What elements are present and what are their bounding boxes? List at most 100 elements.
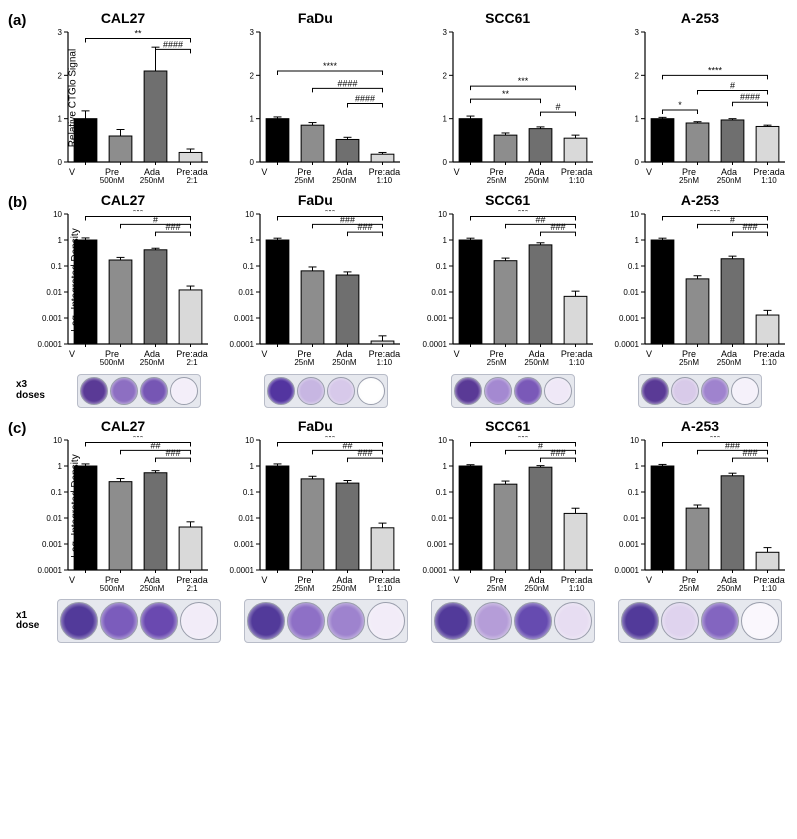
panel-A-253: A-2530.00010.0010.010.1110***######V Pre… (611, 418, 789, 594)
x-label: V (631, 350, 667, 368)
well (731, 377, 759, 405)
svg-text:###: ### (550, 222, 565, 232)
svg-text:0.001: 0.001 (234, 540, 255, 549)
x-label: Pre25nM (479, 168, 515, 186)
svg-text:0.001: 0.001 (619, 540, 640, 549)
wells-row-b: x3doses (8, 374, 789, 408)
panel-CAL27: CAL27Log, Integrated Density0.00010.0010… (34, 192, 212, 368)
x-label: Pre:ada1:10 (751, 168, 787, 186)
x-label: Ada250nM (326, 350, 362, 368)
x-label: Ada250nM (519, 168, 555, 186)
well (701, 602, 739, 640)
panel-A-253: A-2530.00010.0010.010.1110***####V Pre25… (611, 192, 789, 368)
svg-text:0.001: 0.001 (42, 314, 63, 323)
well-set (237, 599, 415, 643)
panel-title: SCC61 (485, 10, 530, 26)
svg-text:0.001: 0.001 (234, 314, 255, 323)
chart-a-A-253: 0123*****##### (611, 28, 789, 168)
panel-title: FaDu (298, 10, 333, 26)
panel-FaDu: FaDu0123****########V Pre25nMAda250nMPre… (226, 10, 404, 186)
x-label: V (54, 576, 90, 594)
svg-text:#: # (538, 440, 543, 450)
svg-text:***: *** (517, 436, 528, 443)
well (267, 377, 295, 405)
x-label: Pre:ada1:10 (366, 576, 402, 594)
wells-row-c: x1dose (8, 599, 789, 643)
x-axis-labels: V Pre500nMAda250nMPre:ada2:1 (52, 350, 212, 368)
well-strip (57, 599, 221, 643)
svg-text:0.1: 0.1 (243, 488, 255, 497)
svg-text:0: 0 (58, 158, 63, 167)
svg-text:###: ### (165, 222, 180, 232)
x-label: Ada250nM (519, 350, 555, 368)
svg-text:10: 10 (630, 436, 639, 445)
x-label: Pre:ada1:10 (366, 168, 402, 186)
well (60, 602, 98, 640)
svg-text:***: *** (710, 210, 721, 217)
y-axis-label: Relative CTGlo Signal (68, 49, 79, 147)
well (140, 602, 178, 640)
svg-text:0.1: 0.1 (436, 262, 448, 271)
svg-text:0.1: 0.1 (51, 262, 63, 271)
svg-text:0.001: 0.001 (427, 540, 448, 549)
well (357, 377, 385, 405)
svg-text:10: 10 (438, 436, 447, 445)
x-label: Pre:ada1:10 (751, 576, 787, 594)
svg-text:0.0001: 0.0001 (38, 566, 63, 575)
well (641, 377, 669, 405)
panel-title: A-253 (681, 10, 719, 26)
well (100, 602, 138, 640)
wells-sets (50, 599, 789, 643)
x-label: V (54, 168, 90, 186)
x-label: Ada250nM (711, 350, 747, 368)
x-axis-labels: V Pre25nMAda250nMPre:ada1:10 (629, 168, 789, 186)
svg-text:1: 1 (58, 236, 63, 245)
svg-text:10: 10 (630, 210, 639, 219)
chart-wrap: Log, Integrated Density0.00010.0010.010.… (34, 210, 212, 350)
x-label: Ada250nM (134, 350, 170, 368)
panel-title: CAL27 (101, 192, 145, 208)
chart-wrap: 0.00010.0010.010.1110***##### (226, 436, 404, 576)
chart-wrap: 0123****######## (226, 28, 404, 168)
svg-text:0.01: 0.01 (46, 288, 62, 297)
svg-text:3: 3 (250, 28, 255, 37)
well-strip (77, 374, 201, 408)
well-set (237, 374, 415, 408)
panel-FaDu: FaDu0.00010.0010.010.1110***#####V Pre25… (226, 418, 404, 594)
svg-text:***: *** (325, 436, 336, 443)
svg-text:****: **** (323, 61, 338, 71)
x-label: V (246, 168, 282, 186)
x-label: Pre:ada1:10 (559, 350, 595, 368)
svg-text:3: 3 (58, 28, 63, 37)
well (474, 602, 512, 640)
x-label: Pre:ada2:1 (174, 168, 210, 186)
svg-text:3: 3 (635, 28, 640, 37)
x-label: V (631, 168, 667, 186)
x-label: Ada250nM (326, 168, 362, 186)
well-set (611, 599, 789, 643)
svg-text:0.0001: 0.0001 (615, 566, 640, 575)
chart-b-A-253: 0.00010.0010.010.1110***#### (611, 210, 789, 350)
x-label: Pre:ada1:10 (751, 350, 787, 368)
well-strip (638, 374, 762, 408)
well (621, 602, 659, 640)
well (110, 377, 138, 405)
well (554, 602, 592, 640)
panel-SCC61: SCC610.00010.0010.010.1110***####V Pre25… (419, 418, 597, 594)
svg-text:***: *** (133, 436, 144, 443)
panel-title: A-253 (681, 418, 719, 434)
row-b: (b)CAL27Log, Integrated Density0.00010.0… (8, 192, 789, 368)
chart-wrap: Log, Integrated Density0.00010.0010.010.… (34, 436, 212, 576)
svg-text:***: *** (325, 210, 336, 217)
well (514, 602, 552, 640)
chart-wrap: Relative CTGlo Signal0123**#### (34, 28, 212, 168)
chart-c-CAL27: 0.00010.0010.010.1110***##### (34, 436, 212, 576)
wells-label: x3doses (8, 380, 50, 401)
svg-text:**: ** (134, 29, 142, 39)
chart-wrap: 0.00010.0010.010.1110***###### (226, 210, 404, 350)
svg-text:###: ### (725, 440, 740, 450)
panel-title: CAL27 (101, 418, 145, 434)
svg-text:0.1: 0.1 (628, 262, 640, 271)
svg-text:0.01: 0.01 (431, 514, 447, 523)
svg-text:1: 1 (442, 236, 447, 245)
